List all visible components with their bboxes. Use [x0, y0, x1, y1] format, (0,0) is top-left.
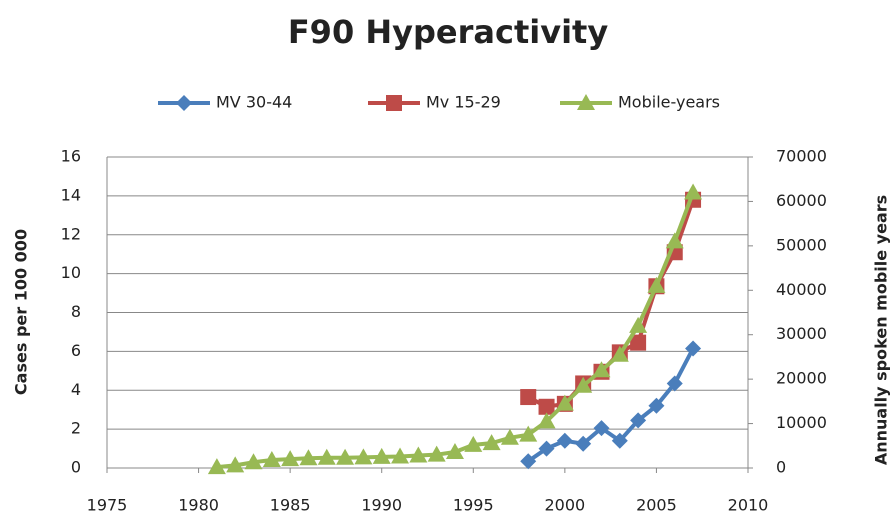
y-tick-label: 14	[61, 185, 81, 204]
y2-tick-label: 30000	[776, 324, 827, 343]
marker	[317, 448, 336, 465]
marker	[464, 435, 483, 452]
y-tick-label: 16	[61, 147, 81, 166]
y2-tick-label: 10000	[776, 413, 827, 432]
y-tick-label: 0	[71, 458, 81, 477]
marker	[610, 345, 629, 362]
legend-label: Mv 15-29	[426, 93, 501, 112]
marker	[482, 434, 501, 451]
chart-title: F90 Hyperactivity	[288, 13, 609, 51]
series-line	[527, 347, 695, 463]
marker	[445, 443, 464, 460]
series-line	[527, 199, 695, 409]
marker	[538, 440, 555, 457]
marker	[520, 389, 537, 406]
marker	[226, 456, 245, 473]
marker	[427, 445, 446, 462]
marker	[555, 394, 574, 411]
marker	[647, 276, 666, 293]
marker	[630, 334, 647, 351]
marker	[262, 451, 281, 468]
marker	[665, 232, 684, 249]
y2-tick-label: 20000	[776, 369, 827, 388]
legend-marker	[386, 95, 402, 111]
x-tick-label: 2000	[544, 496, 585, 515]
y2-axis-label: Annually spoken mobile years	[872, 195, 891, 465]
marker	[281, 450, 300, 467]
marker	[593, 420, 610, 437]
legend-label: Mobile-years	[618, 93, 720, 112]
legend-marker	[577, 94, 595, 110]
y-tick-label: 4	[71, 380, 81, 399]
marker	[575, 435, 592, 452]
marker	[538, 398, 555, 415]
x-tick-label: 2010	[728, 496, 769, 515]
marker	[372, 447, 391, 464]
x-tick-label: 1975	[87, 496, 128, 515]
marker	[685, 340, 702, 357]
legend-label: MV 30-44	[216, 93, 292, 112]
marker	[336, 448, 355, 465]
marker	[592, 361, 611, 378]
marker	[537, 412, 556, 429]
y-tick-label: 6	[71, 341, 81, 360]
legend-marker	[176, 95, 192, 111]
marker	[520, 453, 537, 470]
marker	[391, 447, 410, 464]
marker	[519, 425, 538, 442]
marker	[648, 397, 665, 414]
x-tick-label: 1980	[178, 496, 219, 515]
marker	[409, 446, 428, 463]
x-tick-label: 2005	[636, 496, 677, 515]
marker	[611, 432, 628, 449]
x-tick-label: 1985	[270, 496, 311, 515]
y2-tick-label: 40000	[776, 280, 827, 299]
x-tick-label: 1990	[361, 496, 402, 515]
marker	[244, 453, 263, 470]
series-line	[216, 191, 695, 470]
y2-tick-label: 60000	[776, 191, 827, 210]
marker	[574, 376, 593, 393]
marker	[556, 432, 573, 449]
marker	[684, 183, 703, 200]
marker	[299, 449, 318, 466]
marker	[629, 316, 648, 333]
y-tick-label: 10	[61, 263, 81, 282]
x-tick-label: 1995	[453, 496, 494, 515]
y-axis-label: Cases per 100 000	[12, 229, 31, 395]
y-tick-label: 8	[71, 302, 81, 321]
y-tick-label: 2	[71, 419, 81, 438]
y2-tick-label: 70000	[776, 147, 827, 166]
marker	[207, 458, 226, 475]
marker	[354, 448, 373, 465]
y2-tick-label: 0	[776, 458, 786, 477]
y-tick-label: 12	[61, 224, 81, 243]
marker	[630, 412, 647, 429]
marker	[500, 428, 519, 445]
marker	[666, 375, 683, 392]
y2-tick-label: 50000	[776, 235, 827, 254]
